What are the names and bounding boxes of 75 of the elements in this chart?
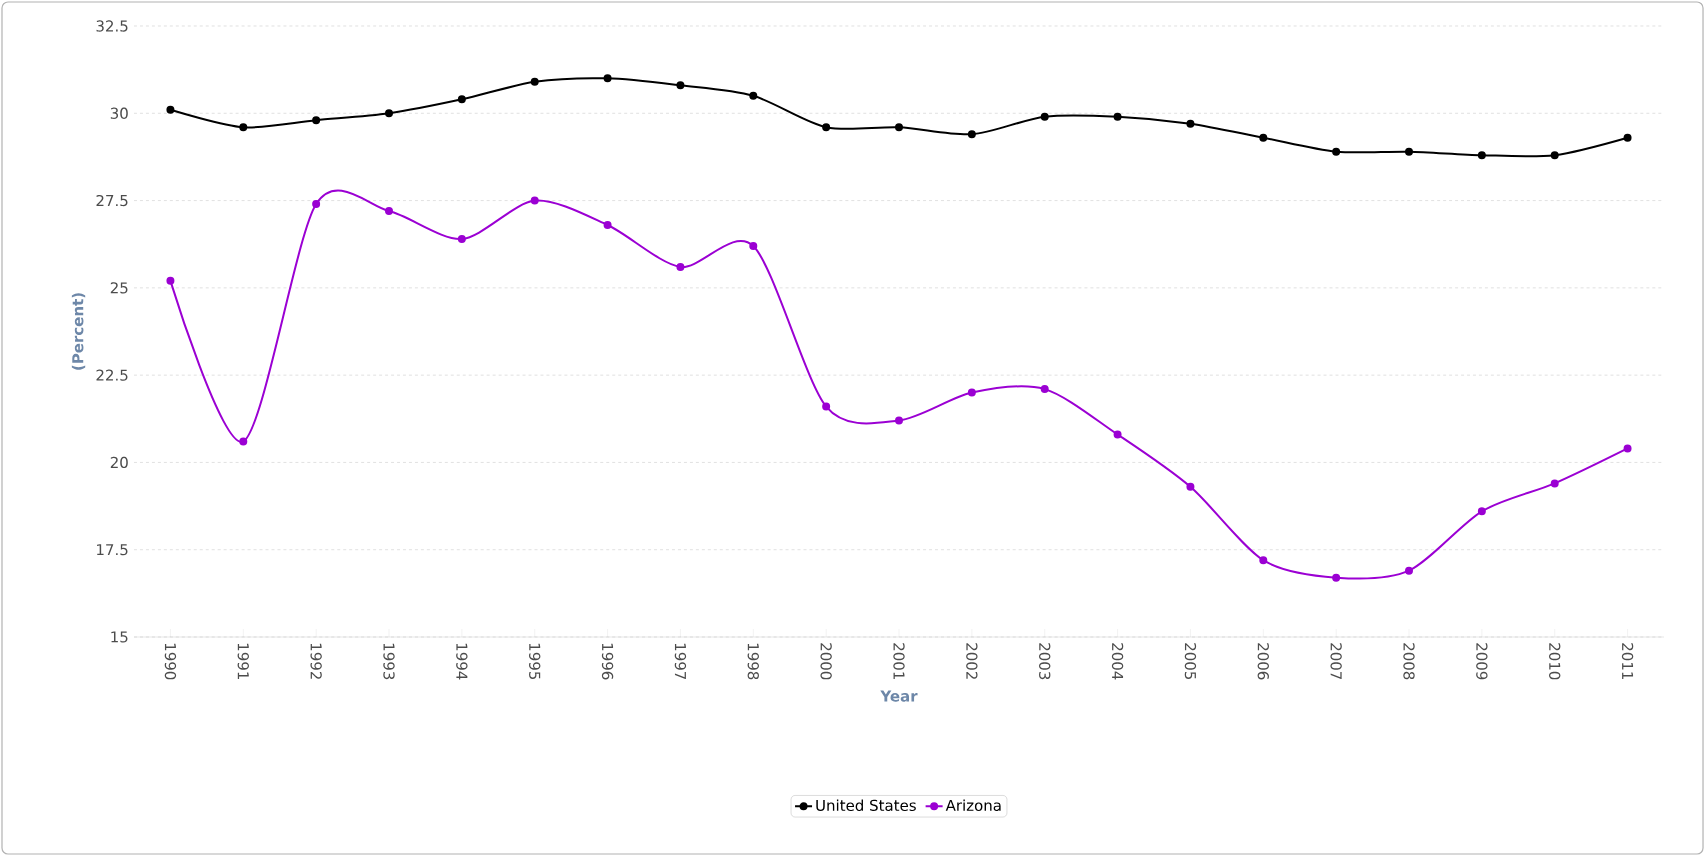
y-tick-label: 32.5 (96, 20, 128, 32)
x-tick-label: 1994 (456, 643, 468, 680)
x-tick-label: 2010 (1549, 643, 1561, 680)
point (1405, 566, 1413, 575)
y-tick-label: 25 (110, 282, 128, 294)
point (1550, 479, 1559, 488)
x-tick-label: 2003 (1039, 643, 1051, 680)
y-tick-label: 30 (110, 107, 128, 119)
legend-label: United States (816, 799, 916, 812)
point (530, 77, 539, 86)
point (967, 130, 976, 139)
x-tick-label: 1991 (237, 643, 249, 679)
point (457, 234, 466, 243)
point (749, 241, 758, 250)
x-tick-label: 2004 (1111, 643, 1124, 680)
x-tick-label: 2002 (966, 643, 978, 679)
x-tick-label: 1990 (164, 643, 177, 680)
x-tick-label: 1995 (529, 643, 541, 680)
x-tick-label: 1992 (310, 643, 322, 679)
y-tick-label: 22.5 (96, 369, 128, 381)
point (312, 200, 321, 209)
point (1477, 507, 1486, 516)
point (1477, 151, 1486, 160)
x-tick-label: 2006 (1257, 643, 1269, 680)
point (1259, 556, 1268, 565)
point (967, 388, 976, 397)
point (676, 262, 685, 271)
point (822, 123, 831, 132)
x-tick-label: 2009 (1476, 643, 1488, 680)
legend-label: Arizona (945, 799, 1001, 812)
point (1259, 133, 1268, 142)
point (385, 109, 393, 118)
point (1040, 385, 1049, 394)
point (530, 196, 539, 205)
y-tick-label: 17.5 (97, 544, 128, 556)
point (1113, 112, 1122, 121)
x-tick-label: 1997 (674, 643, 687, 680)
point (457, 95, 466, 104)
point (895, 123, 903, 132)
point (1405, 147, 1413, 156)
point (1332, 573, 1341, 582)
y-axis-title: (Percent) (71, 293, 86, 370)
x-axis-title: Year (880, 690, 918, 702)
point (1332, 147, 1341, 156)
point (312, 116, 321, 125)
point (822, 402, 831, 411)
x-tick-label: 2005 (1184, 643, 1197, 680)
point (239, 437, 248, 446)
point (1113, 430, 1122, 439)
point (603, 74, 612, 83)
point (749, 91, 758, 100)
point (603, 221, 612, 230)
x-tick-label: 2000 (820, 643, 832, 680)
x-tick-label: 1993 (383, 643, 395, 680)
x-tick-label: 1998 (747, 643, 759, 680)
point (1186, 482, 1195, 491)
point (895, 416, 903, 425)
y-tick-label: 20 (110, 456, 128, 469)
point (385, 207, 393, 216)
point (1550, 151, 1559, 160)
x-tick-label: 2007 (1330, 643, 1342, 680)
point (1040, 112, 1049, 121)
point (166, 276, 175, 285)
y-tick-label: 15 (111, 631, 128, 643)
x-tick-label: 2001 (893, 643, 905, 679)
x-tick-label: 1996 (601, 643, 614, 680)
point (166, 105, 175, 114)
point (676, 81, 685, 90)
point (239, 123, 248, 132)
point (1623, 444, 1632, 453)
point (1623, 133, 1632, 142)
point (1186, 119, 1195, 128)
x-tick-label: 2011 (1621, 643, 1634, 679)
x-tick-label: 2008 (1403, 643, 1415, 680)
y-tick-label: 27.5 (96, 194, 128, 207)
